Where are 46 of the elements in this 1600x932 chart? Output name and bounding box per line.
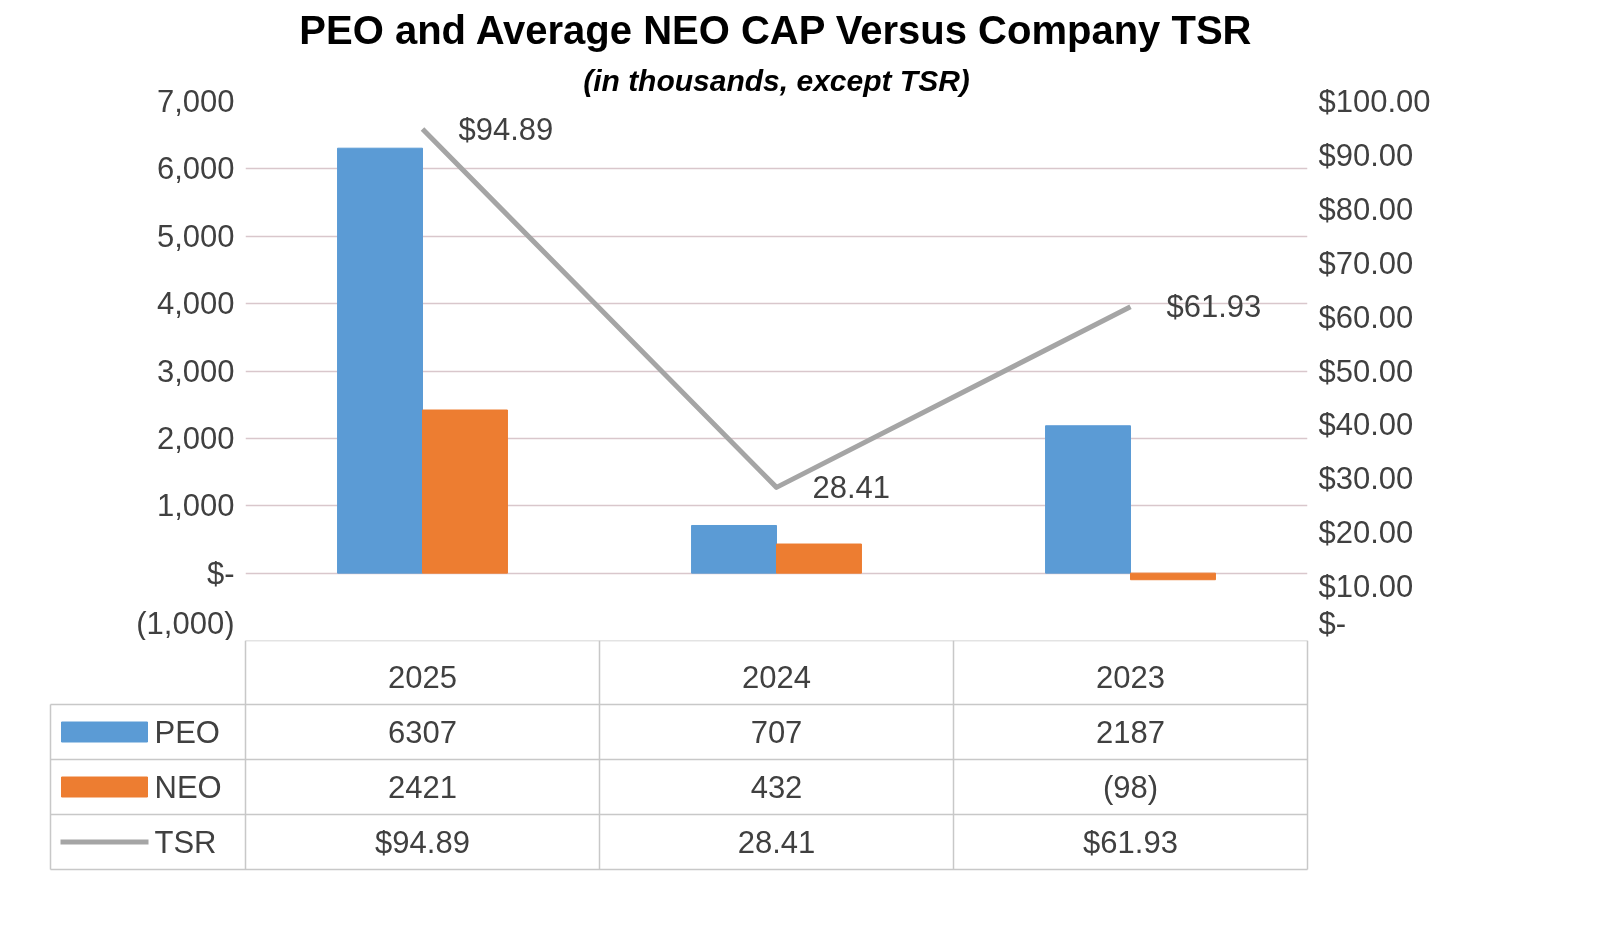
chart-title: PEO and Average NEO CAP Versus Company TSR [299, 7, 1252, 52]
data-label: 2187 [1096, 715, 1165, 750]
y2-tick-label: $10.00 [1318, 569, 1414, 605]
data-label: 2421 [388, 770, 457, 805]
y-tick-label: 7,000 [156, 84, 235, 119]
y-tick-label: 2,000 [156, 420, 235, 456]
y2-tick-label: $70.00 [1318, 245, 1414, 281]
y2-tick-label: $90.00 [1318, 137, 1414, 173]
data-label: $61.93 [1083, 824, 1178, 860]
bar [422, 409, 508, 574]
y-tick-label: 5,000 [156, 218, 235, 254]
y-tick-label: (1,000) [136, 605, 235, 641]
bar [1130, 572, 1216, 581]
bar [337, 147, 423, 574]
x-tick-label: 2025 [388, 659, 457, 695]
y2-tick-label: $80.00 [1318, 191, 1414, 227]
text: $94.89 [458, 111, 554, 147]
y2-tick-label: $100.00 [1318, 84, 1431, 119]
bar [691, 524, 777, 574]
data-label: (98) [1102, 769, 1159, 805]
y2-tick-label: $20.00 [1318, 515, 1414, 551]
y-tick-label: 6,000 [156, 151, 235, 187]
legend-label: PEO [154, 714, 220, 750]
legend-label: TSR [154, 824, 217, 860]
y-tick-label: $- [206, 555, 235, 591]
y-tick-label: 3,000 [156, 353, 235, 389]
chart-subtitle: (in thousands, except TSR) [583, 63, 970, 97]
data-label: 707 [750, 715, 803, 750]
legend-label: NEO [154, 769, 222, 805]
y2-tick-label: $60.00 [1318, 299, 1414, 335]
y2-tick-label: $- [1318, 605, 1347, 641]
bar [776, 543, 862, 574]
data-label: 432 [750, 770, 803, 805]
y-tick-label: 1,000 [156, 488, 235, 524]
text: $61.93 [1166, 289, 1262, 325]
y-tick-label: 4,000 [156, 286, 235, 322]
bar [1045, 425, 1131, 574]
data-label: 28.41 [737, 825, 816, 860]
x-tick-label: 2024 [742, 659, 811, 695]
x-tick-label: 2023 [1096, 659, 1165, 695]
text: 28.41 [812, 470, 891, 506]
y2-tick-label: $30.00 [1318, 461, 1414, 497]
y2-tick-label: $40.00 [1318, 407, 1414, 443]
y2-tick-label: $50.00 [1318, 353, 1414, 389]
data-label: 6307 [388, 715, 457, 750]
data-label: $94.89 [375, 824, 470, 860]
